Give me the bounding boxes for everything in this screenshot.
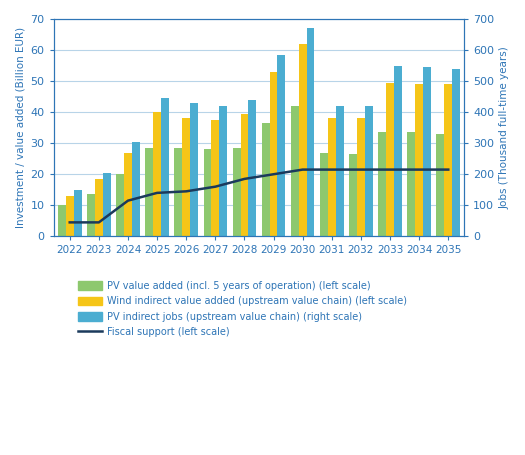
- Bar: [452, 69, 460, 236]
- Bar: [58, 205, 66, 236]
- Bar: [174, 148, 182, 236]
- Bar: [124, 152, 132, 236]
- Bar: [415, 84, 423, 236]
- Bar: [204, 149, 212, 236]
- Bar: [182, 118, 190, 236]
- Bar: [386, 83, 394, 236]
- Bar: [291, 106, 299, 236]
- Bar: [145, 148, 153, 236]
- Bar: [320, 152, 328, 236]
- Bar: [262, 123, 270, 236]
- Bar: [153, 112, 161, 236]
- Bar: [299, 44, 307, 236]
- Bar: [161, 98, 169, 236]
- Bar: [436, 134, 444, 236]
- Y-axis label: Jobs (Thousand full-time years): Jobs (Thousand full-time years): [500, 46, 510, 209]
- Bar: [190, 103, 198, 236]
- Bar: [95, 179, 103, 236]
- Bar: [423, 67, 431, 236]
- Bar: [444, 84, 452, 236]
- Legend: PV value added (incl. 5 years of operation) (left scale), Wind indirect value ad: PV value added (incl. 5 years of operati…: [75, 278, 410, 340]
- Bar: [335, 106, 343, 236]
- Bar: [219, 106, 227, 236]
- Bar: [307, 28, 314, 236]
- Bar: [407, 132, 415, 236]
- Bar: [212, 120, 219, 236]
- Bar: [103, 173, 111, 236]
- Bar: [233, 148, 240, 236]
- Bar: [87, 194, 95, 236]
- Bar: [357, 118, 365, 236]
- Bar: [74, 190, 81, 236]
- Y-axis label: Investment / value added (Billion EUR): Investment / value added (Billion EUR): [15, 27, 25, 228]
- Bar: [328, 118, 335, 236]
- Bar: [349, 154, 357, 236]
- Bar: [270, 72, 278, 236]
- Bar: [66, 196, 74, 236]
- Bar: [378, 132, 386, 236]
- Bar: [394, 66, 402, 236]
- Bar: [278, 55, 286, 236]
- Bar: [132, 142, 140, 236]
- Bar: [116, 174, 124, 236]
- Bar: [365, 106, 373, 236]
- Bar: [240, 114, 248, 236]
- Bar: [248, 100, 256, 236]
